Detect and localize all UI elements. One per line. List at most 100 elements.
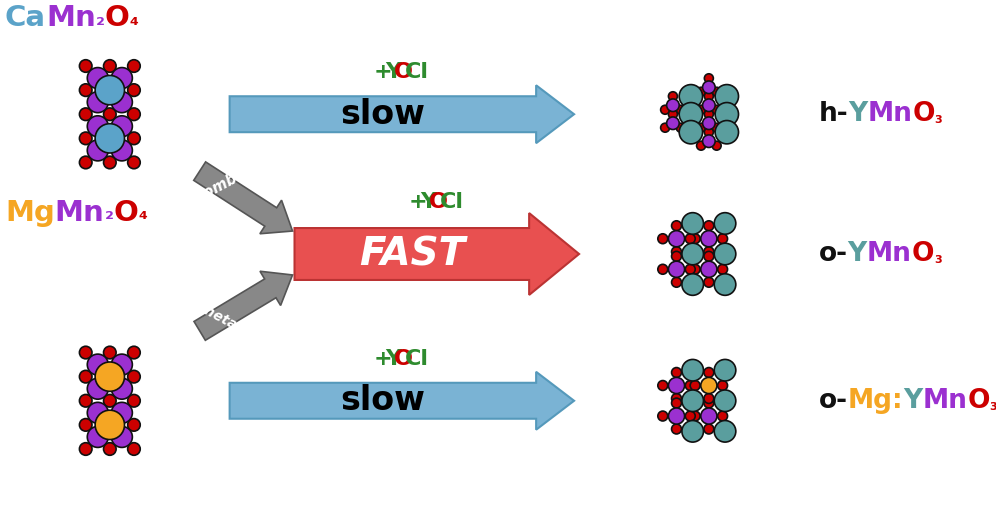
Text: Y: Y [849, 101, 868, 127]
Circle shape [127, 156, 140, 169]
Circle shape [704, 247, 714, 257]
Circle shape [685, 411, 695, 421]
Text: h-: h- [819, 101, 849, 127]
Circle shape [112, 68, 132, 89]
Circle shape [80, 418, 92, 431]
Circle shape [679, 102, 702, 126]
Circle shape [704, 367, 714, 378]
Circle shape [704, 74, 713, 83]
Circle shape [682, 274, 703, 295]
Circle shape [127, 84, 140, 96]
FancyArrow shape [230, 372, 574, 430]
Text: ₄: ₄ [129, 10, 138, 29]
Circle shape [715, 84, 738, 108]
Circle shape [112, 92, 132, 112]
Circle shape [112, 140, 132, 161]
Text: ₃: ₃ [934, 249, 942, 267]
Circle shape [127, 132, 140, 145]
Circle shape [685, 381, 695, 390]
Circle shape [702, 117, 715, 129]
Circle shape [88, 378, 109, 399]
Circle shape [96, 75, 124, 105]
Circle shape [80, 443, 92, 455]
Circle shape [682, 390, 703, 412]
Circle shape [668, 231, 684, 247]
Circle shape [104, 394, 117, 407]
Circle shape [702, 81, 715, 94]
Circle shape [657, 234, 667, 244]
Circle shape [714, 420, 736, 442]
Circle shape [696, 105, 705, 114]
Circle shape [88, 140, 109, 161]
Text: O: O [394, 349, 413, 369]
Circle shape [690, 411, 700, 421]
Circle shape [715, 102, 738, 126]
Circle shape [104, 346, 117, 359]
Circle shape [80, 371, 92, 383]
Circle shape [704, 424, 714, 434]
Circle shape [127, 346, 140, 359]
Circle shape [714, 359, 736, 381]
Text: Mn: Mn [922, 388, 967, 414]
Circle shape [96, 362, 124, 391]
Circle shape [96, 410, 124, 440]
Circle shape [671, 277, 681, 287]
Text: Cl: Cl [405, 62, 429, 82]
Text: Mg: Mg [5, 199, 55, 227]
Text: Y: Y [848, 241, 867, 267]
Text: Mn: Mn [867, 241, 911, 267]
Text: Y: Y [420, 192, 436, 212]
Circle shape [704, 393, 714, 404]
Circle shape [696, 141, 705, 150]
Text: cometathesis: cometathesis [182, 293, 281, 355]
Text: o-: o- [819, 241, 848, 267]
Circle shape [718, 381, 727, 390]
Circle shape [712, 123, 721, 132]
Text: ₂: ₂ [105, 204, 114, 223]
Circle shape [104, 156, 117, 169]
Text: O: O [394, 62, 413, 82]
Circle shape [671, 393, 681, 404]
FancyArrow shape [230, 86, 574, 143]
Circle shape [685, 234, 695, 244]
Text: Mn: Mn [46, 5, 96, 33]
Circle shape [714, 243, 736, 265]
Text: combined: combined [194, 154, 272, 205]
Circle shape [80, 346, 92, 359]
Circle shape [112, 354, 132, 375]
Circle shape [666, 99, 679, 111]
Text: Mn: Mn [55, 199, 105, 227]
Circle shape [704, 110, 713, 119]
Circle shape [666, 117, 679, 129]
Circle shape [712, 87, 721, 96]
Circle shape [668, 408, 684, 424]
Text: +: + [374, 349, 392, 369]
Circle shape [715, 121, 738, 144]
Text: +: + [408, 192, 427, 212]
Text: ₂: ₂ [96, 10, 105, 29]
Circle shape [127, 60, 140, 72]
Circle shape [701, 408, 717, 424]
Circle shape [80, 84, 92, 96]
Circle shape [88, 427, 109, 447]
Text: +: + [374, 62, 392, 82]
Circle shape [88, 116, 109, 137]
Circle shape [704, 92, 713, 101]
Text: Cl: Cl [440, 192, 464, 212]
Circle shape [690, 264, 700, 274]
Circle shape [682, 359, 703, 381]
Circle shape [127, 394, 140, 407]
Text: ₃: ₃ [934, 109, 942, 127]
Circle shape [88, 402, 109, 423]
Circle shape [104, 60, 117, 72]
Text: Y: Y [385, 62, 401, 82]
Text: O: O [114, 199, 138, 227]
Text: Cl: Cl [405, 349, 429, 369]
Circle shape [112, 427, 132, 447]
Circle shape [714, 274, 736, 295]
Circle shape [690, 234, 700, 244]
Circle shape [112, 402, 132, 423]
Text: O: O [967, 388, 990, 414]
Circle shape [714, 213, 736, 234]
Circle shape [671, 367, 681, 378]
